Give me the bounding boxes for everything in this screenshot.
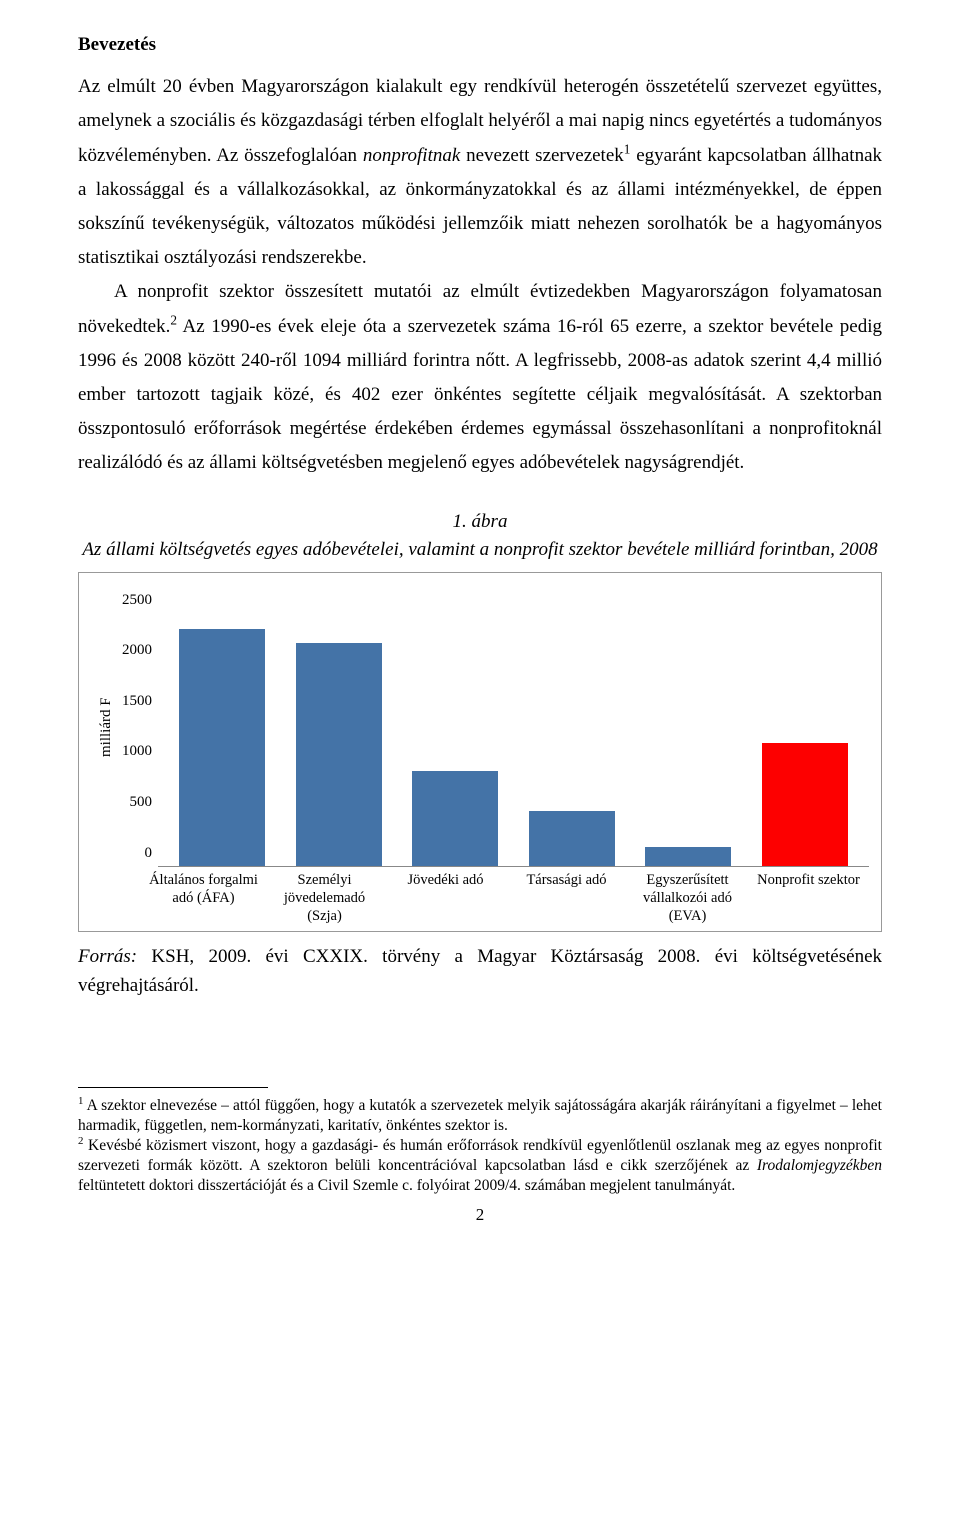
- chart-y-tick: 500: [130, 789, 153, 816]
- chart-bar-slot: [164, 587, 281, 866]
- chart-bar-slot: [514, 587, 631, 866]
- chart-bar-slot: [281, 587, 398, 866]
- chart-bar: [529, 811, 615, 866]
- chart-bar: [179, 629, 265, 866]
- chart-plot-area: milliárd F 2500 2000 1500 1000 500 0: [91, 587, 869, 867]
- footnotes-separator: [78, 1087, 268, 1088]
- chart-y-tick: 1000: [122, 738, 152, 765]
- emphasis: nonprofitnak: [363, 145, 460, 166]
- chart-x-label: Társasági adó: [506, 871, 627, 925]
- figure-number: 1. ábra: [78, 508, 882, 536]
- chart-x-axis-labels: Általános forgalmi adó (ÁFA)Személyi jöv…: [91, 871, 869, 925]
- chart-x-label: Egyszerűsített vállalkozói adó (EVA): [627, 871, 748, 925]
- chart-bar: [645, 847, 731, 866]
- chart-bar: [412, 771, 498, 866]
- source-text: KSH, 2009. évi CXXIX. törvény a Magyar K…: [78, 946, 882, 996]
- chart-plot: [158, 587, 869, 867]
- chart-y-tick: 2500: [122, 587, 152, 614]
- footnote-text: feltüntetett doktori disszertációját és …: [78, 1177, 735, 1194]
- chart-y-tick: 0: [145, 840, 153, 867]
- chart-x-label: Jövedéki adó: [385, 871, 506, 925]
- footnote-1: 1 A szektor elnevezése – attól függően, …: [78, 1096, 882, 1136]
- text: nevezett szervezetek: [460, 145, 623, 166]
- page-number: 2: [78, 1200, 882, 1231]
- chart-bar: [296, 643, 382, 865]
- chart-bar-slot: [747, 587, 864, 866]
- chart-x-label: Személyi jövedelemadó (Szja): [264, 871, 385, 925]
- chart-y-tick: 2000: [122, 637, 152, 664]
- chart-x-label: Általános forgalmi adó (ÁFA): [143, 871, 264, 925]
- chart-y-tick: 1500: [122, 688, 152, 715]
- emphasis: Irodalomjegyzékben: [757, 1157, 882, 1174]
- chart-bars: [158, 587, 869, 866]
- source-label: Forrás:: [78, 946, 137, 967]
- chart-bar-slot: [630, 587, 747, 866]
- section-heading: Bevezetés: [78, 28, 882, 62]
- chart-x-label: Nonprofit szektor: [748, 871, 869, 925]
- footnote-2: 2 Kevésbé közismert viszont, hogy a gazd…: [78, 1136, 882, 1196]
- figure-source: Forrás: KSH, 2009. évi CXXIX. törvény a …: [78, 942, 882, 1001]
- footnote-text: A szektor elnevezése – attól függően, ho…: [78, 1097, 882, 1134]
- chart-bar: [762, 743, 848, 865]
- paragraph-2: A nonprofit szektor összesített mutatói …: [78, 275, 882, 480]
- figure-caption: 1. ábra Az állami költségvetés egyes adó…: [78, 508, 882, 563]
- paragraph-1: Az elmúlt 20 évben Magyarországon kialak…: [78, 70, 882, 275]
- text: Az 1990-es évek eleje óta a szervezetek …: [78, 316, 882, 474]
- footnote-ref-2: 2: [170, 312, 177, 327]
- chart-bar-slot: [397, 587, 514, 866]
- chart-container: milliárd F 2500 2000 1500 1000 500 0 Általáno…: [78, 572, 882, 932]
- chart-y-axis-ticks: 2500 2000 1500 1000 500 0: [122, 587, 158, 867]
- figure-title: Az állami költségvetés egyes adóbevétele…: [78, 536, 882, 564]
- chart-y-axis-label: milliárd F: [91, 587, 122, 867]
